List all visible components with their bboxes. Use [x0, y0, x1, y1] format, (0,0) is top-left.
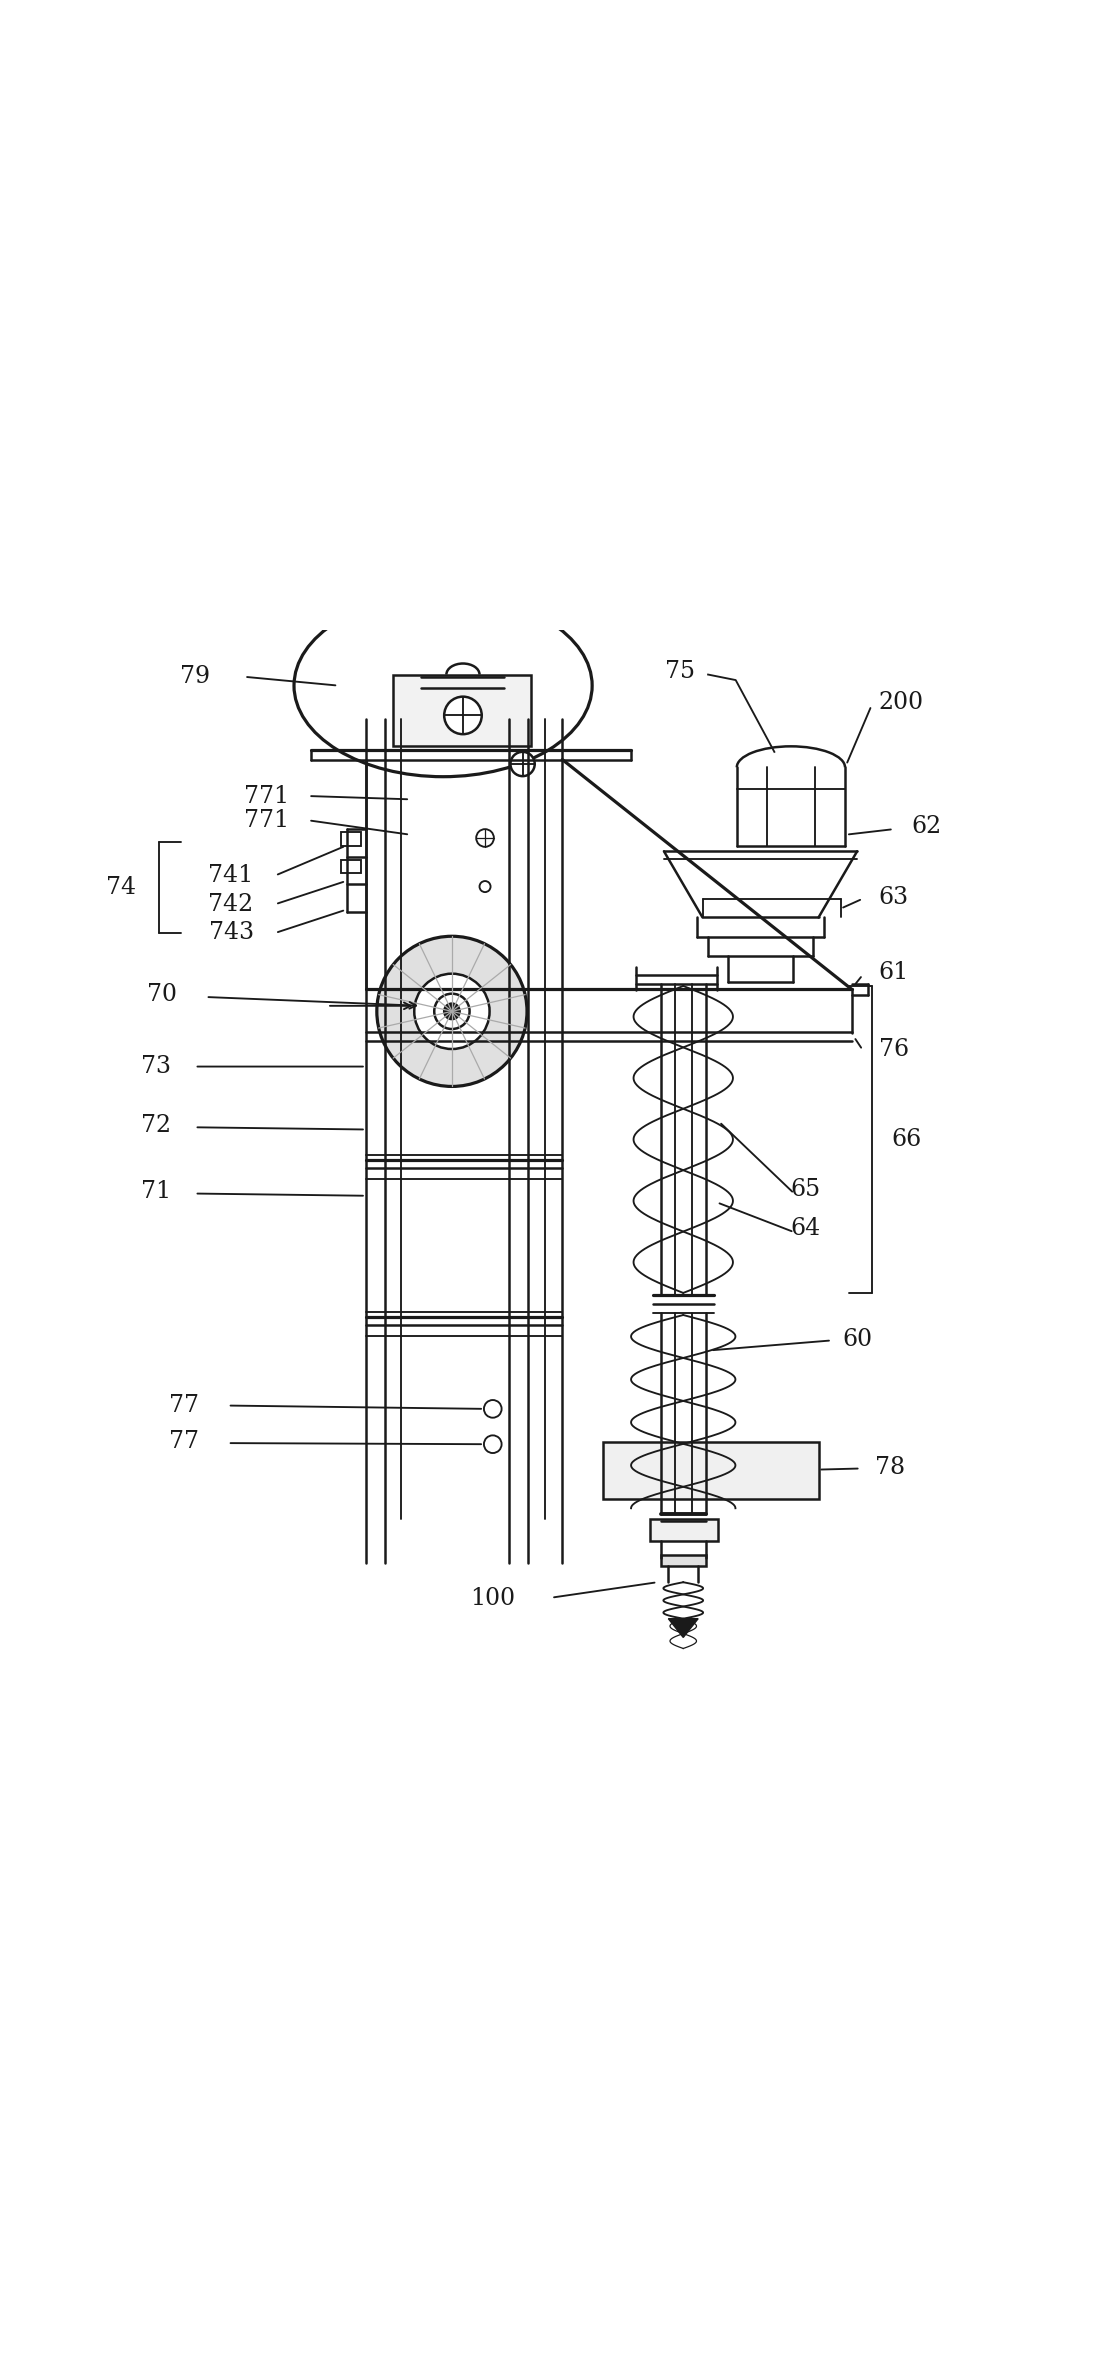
- Text: 60: 60: [842, 1327, 872, 1350]
- Text: 66: 66: [892, 1128, 922, 1152]
- Text: 62: 62: [911, 816, 942, 840]
- Circle shape: [510, 752, 535, 776]
- Bar: [341, 832, 361, 847]
- Circle shape: [484, 1436, 501, 1452]
- Bar: [393, 674, 531, 747]
- Text: 70: 70: [146, 984, 176, 1005]
- Bar: [661, 1554, 706, 1566]
- Text: 61: 61: [879, 960, 909, 984]
- Text: 64: 64: [790, 1218, 820, 1239]
- Bar: [341, 861, 361, 873]
- Text: 71: 71: [141, 1180, 172, 1204]
- Text: 65: 65: [790, 1178, 820, 1201]
- Circle shape: [484, 1400, 501, 1417]
- Bar: [603, 1443, 818, 1499]
- Circle shape: [476, 830, 494, 847]
- Text: 77: 77: [168, 1431, 198, 1454]
- Text: 63: 63: [879, 887, 909, 908]
- Circle shape: [479, 882, 490, 892]
- Polygon shape: [669, 1618, 699, 1637]
- Text: 76: 76: [879, 1038, 909, 1062]
- Text: 741: 741: [208, 863, 254, 887]
- Text: 72: 72: [141, 1114, 172, 1138]
- Text: 74: 74: [105, 875, 136, 899]
- Text: 75: 75: [665, 660, 695, 683]
- Circle shape: [376, 937, 527, 1086]
- Text: 100: 100: [470, 1587, 516, 1611]
- Text: 77: 77: [168, 1393, 198, 1417]
- Text: 742: 742: [208, 892, 254, 915]
- Text: 73: 73: [141, 1055, 170, 1078]
- Bar: [650, 1518, 718, 1542]
- Text: 78: 78: [876, 1457, 906, 1478]
- Text: 771: 771: [244, 809, 289, 832]
- Circle shape: [414, 974, 489, 1050]
- Text: 743: 743: [208, 922, 254, 944]
- Circle shape: [444, 1003, 459, 1019]
- Text: 79: 79: [179, 665, 209, 688]
- Text: 771: 771: [244, 785, 289, 806]
- Circle shape: [434, 993, 469, 1029]
- Text: 200: 200: [879, 691, 924, 714]
- Circle shape: [444, 698, 482, 733]
